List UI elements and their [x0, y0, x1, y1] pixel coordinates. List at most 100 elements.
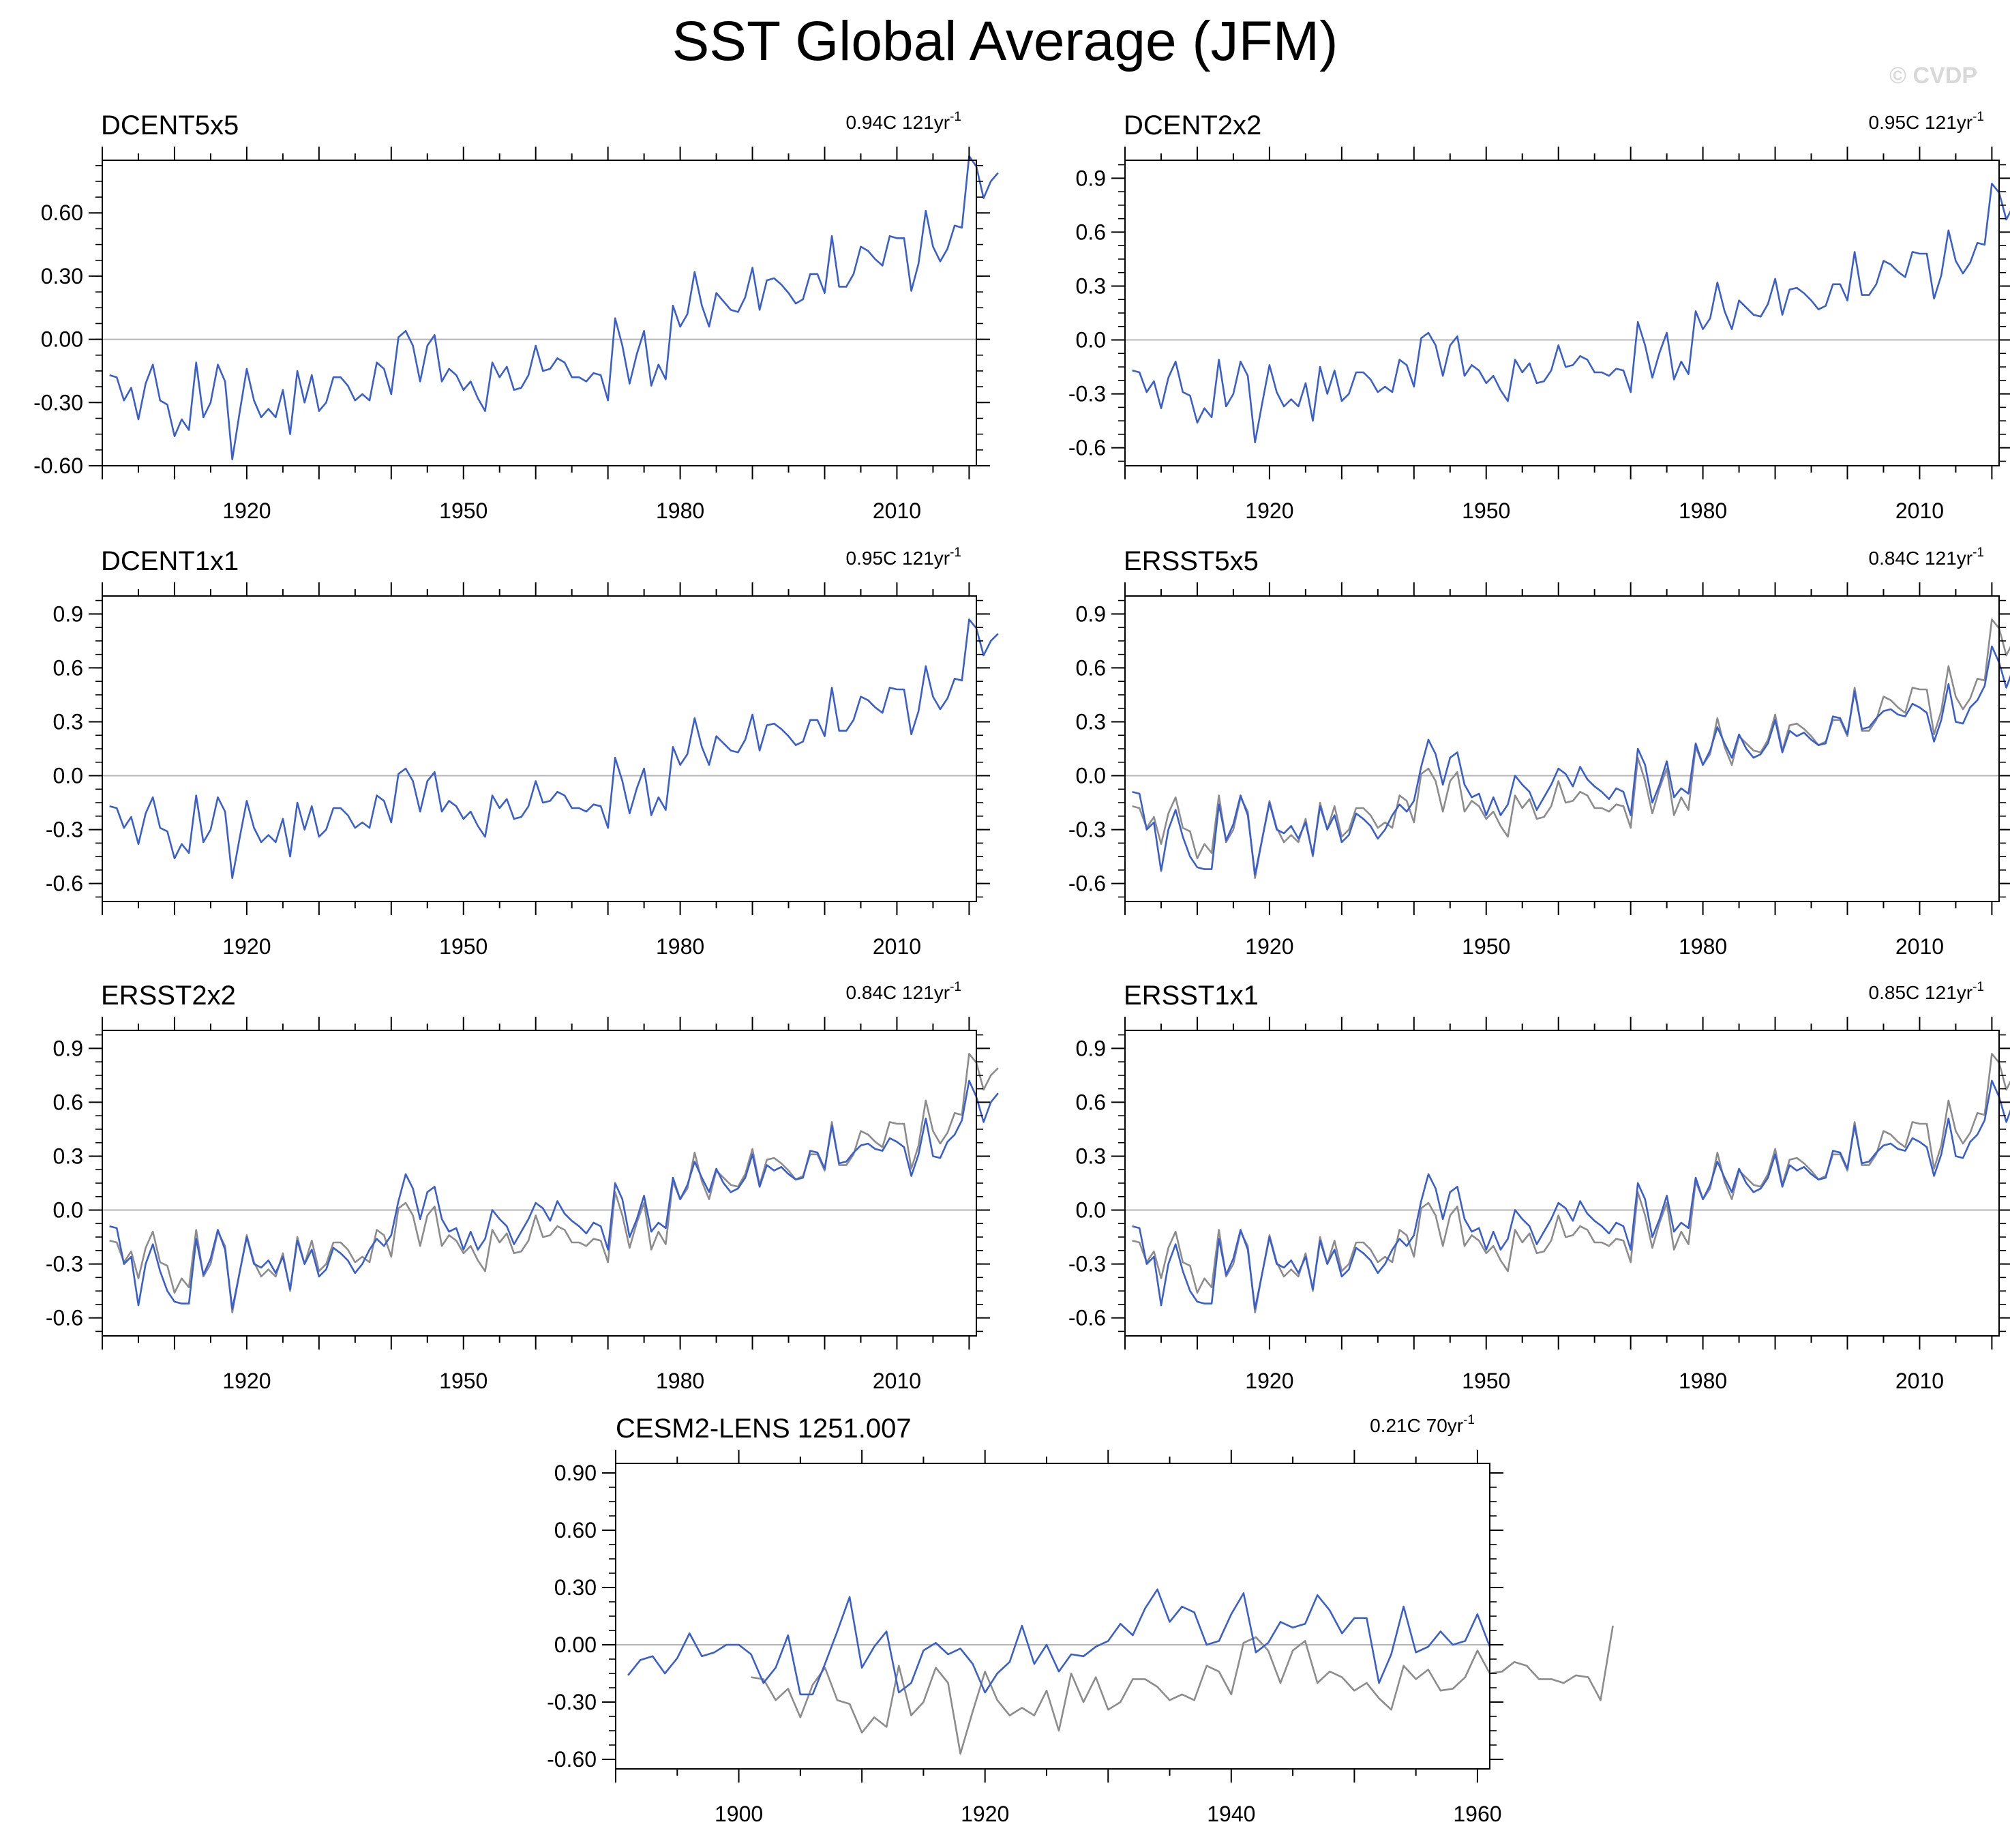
y-tick-label: 0.9 — [53, 601, 83, 626]
trend-exponent: -1 — [1463, 1413, 1475, 1427]
y-tick-label: 0.0 — [1076, 1198, 1106, 1223]
reference-series-line — [1132, 1053, 2010, 1313]
x-tick-label: 2010 — [1895, 498, 1944, 523]
y-tick-label: 0.6 — [53, 655, 83, 680]
y-tick-label: 0.3 — [1076, 709, 1106, 734]
x-tick-label: 2010 — [1895, 1369, 1944, 1393]
x-tick-label: 1980 — [1679, 498, 1727, 523]
y-tick-label: -0.60 — [33, 453, 83, 478]
panel-title: DCENT1x1 — [101, 546, 239, 576]
y-tick-label: -0.30 — [33, 390, 83, 415]
y-tick-label: 0.00 — [41, 327, 83, 352]
y-tick-label: 0.60 — [554, 1518, 597, 1543]
y-tick-label: -0.3 — [1068, 818, 1106, 842]
trend-value: 0.84C 121yr — [1869, 548, 1973, 569]
trend-value: 0.95C 121yr — [1869, 112, 1973, 133]
x-tick-label: 1920 — [1245, 1369, 1293, 1393]
trend-exponent: -1 — [950, 546, 961, 560]
y-tick-label: -0.30 — [547, 1690, 597, 1714]
y-tick-label: -0.6 — [1068, 871, 1106, 896]
y-tick-label: 0.3 — [53, 1144, 83, 1168]
x-tick-label: 1960 — [1453, 1802, 1501, 1826]
x-tick-label: 2010 — [873, 498, 921, 523]
primary-series-line — [109, 155, 999, 461]
cvdp-credit: © CVDP — [1889, 63, 1977, 89]
reference-series-line — [109, 1053, 999, 1313]
x-tick-label: 1920 — [1245, 498, 1293, 523]
y-tick-label: 0.6 — [1076, 655, 1106, 680]
trend-value: 0.85C 121yr — [1869, 982, 1973, 1003]
x-tick-label: 1920 — [222, 498, 271, 523]
chart-panel-6: 1920 1950 1980 2010 -0.6 -0.3 0.0 0.3 0.6 0.9 ERSS… — [1068, 980, 2010, 1393]
x-tick-label: 1920 — [1245, 934, 1293, 959]
trend-exponent: -1 — [950, 980, 961, 994]
y-tick-label: -0.3 — [1068, 1252, 1106, 1277]
x-tick-label: 1900 — [715, 1802, 763, 1826]
primary-series-line — [1132, 1079, 2010, 1310]
panel-title: CESM2-LENS 1251.007 — [616, 1414, 912, 1444]
plot-frame — [1124, 160, 2000, 466]
x-tick-label: 1950 — [1462, 1369, 1510, 1393]
trend-exponent: -1 — [1972, 110, 1984, 124]
x-tick-label: 1980 — [656, 934, 704, 959]
y-tick-label: 0.3 — [53, 709, 83, 734]
trend-info: 0.84C 121yr-1 — [846, 980, 961, 1003]
panel-title: DCENT2x2 — [1124, 110, 1261, 140]
x-tick-label: 1950 — [1462, 498, 1510, 523]
y-tick-label: -0.6 — [46, 871, 83, 896]
plot-frame — [615, 1463, 1490, 1770]
x-tick-label: 1920 — [961, 1802, 1009, 1826]
x-tick-label: 1950 — [1462, 934, 1510, 959]
trend-info: 0.95C 121yr-1 — [846, 546, 961, 569]
y-tick-label: 0.9 — [1076, 166, 1106, 190]
panel-title: DCENT5x5 — [101, 110, 239, 140]
y-tick-label: -0.3 — [46, 1252, 83, 1277]
y-tick-label: 0.6 — [1076, 220, 1106, 244]
y-tick-label: 0.6 — [1076, 1090, 1106, 1114]
reference-series-line — [1132, 618, 2010, 879]
y-tick-label: 0.60 — [41, 200, 83, 225]
x-tick-label: 2010 — [873, 934, 921, 959]
y-tick-label: -0.3 — [46, 818, 83, 842]
plot-frame — [102, 1030, 977, 1337]
x-tick-label: 1940 — [1207, 1802, 1255, 1826]
trend-info: 0.84C 121yr-1 — [1869, 546, 1984, 569]
y-tick-label: 0.0 — [53, 1198, 83, 1223]
trend-value: 0.95C 121yr — [846, 548, 950, 569]
y-tick-label: 0.0 — [53, 764, 83, 788]
plot-frame — [102, 595, 977, 902]
panel-title: ERSST2x2 — [101, 981, 236, 1011]
trend-info: 0.95C 121yr-1 — [1869, 110, 1984, 133]
y-tick-label: 0.3 — [1076, 273, 1106, 298]
reference-series-line — [751, 1625, 1614, 1755]
primary-series-line — [627, 1588, 1491, 1696]
chart-panel-4: 1920 1950 1980 2010 -0.6 -0.3 0.0 0.3 0.6 0.9 ERSS… — [1068, 546, 2010, 959]
panel-title: ERSST5x5 — [1124, 546, 1259, 576]
figure-title: SST Global Average (JFM) — [672, 10, 1338, 72]
primary-series-line — [109, 618, 999, 879]
y-tick-label: 0.0 — [1076, 328, 1106, 353]
chart-panel-1: 1920 1950 1980 2010 -0.60 -0.30 0.00 0.30 0.60 DC… — [33, 110, 999, 523]
plot-frame — [102, 160, 977, 466]
y-tick-label: -0.6 — [1068, 1306, 1106, 1330]
y-tick-label: 0.0 — [1076, 764, 1106, 788]
x-tick-label: 1980 — [1679, 934, 1727, 959]
y-tick-label: 0.30 — [554, 1575, 597, 1600]
x-tick-label: 1950 — [439, 934, 487, 959]
trend-value: 0.21C 70yr — [1370, 1415, 1463, 1436]
trend-info: 0.21C 70yr-1 — [1370, 1413, 1475, 1436]
y-tick-label: -0.6 — [46, 1306, 83, 1330]
primary-series-line — [1132, 182, 2010, 444]
primary-series-line — [109, 1079, 999, 1310]
y-tick-label: -0.3 — [1068, 382, 1106, 406]
trend-info: 0.85C 121yr-1 — [1869, 980, 1984, 1003]
y-tick-label: 0.30 — [41, 264, 83, 288]
plot-frame — [1124, 595, 2000, 902]
y-tick-label: -0.6 — [1068, 436, 1106, 460]
primary-series-line — [1132, 645, 2010, 876]
y-tick-label: 0.6 — [53, 1090, 83, 1114]
y-tick-label: 0.00 — [554, 1633, 597, 1657]
trend-value: 0.94C 121yr — [846, 112, 950, 133]
chart-panel-5: 1920 1950 1980 2010 -0.6 -0.3 0.0 0.3 0.6 0.9 ERSS… — [46, 980, 999, 1393]
